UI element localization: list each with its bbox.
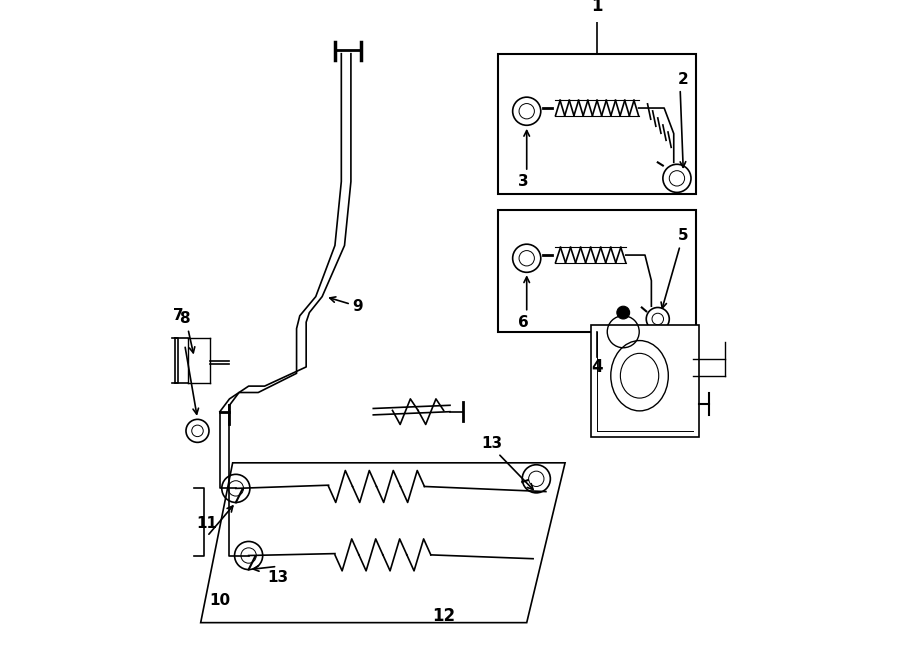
Text: 8: 8 <box>179 311 190 327</box>
Text: 9: 9 <box>352 299 363 314</box>
Text: 1: 1 <box>591 0 603 15</box>
Text: 13: 13 <box>481 436 502 451</box>
Bar <box>498 54 696 194</box>
Text: 3: 3 <box>518 174 529 189</box>
Bar <box>590 325 699 438</box>
Circle shape <box>616 306 630 319</box>
Text: 7: 7 <box>173 308 184 323</box>
Polygon shape <box>201 463 565 623</box>
Text: 11: 11 <box>196 516 218 531</box>
Text: 12: 12 <box>432 607 455 625</box>
Text: 4: 4 <box>591 358 603 376</box>
Text: 5: 5 <box>678 229 688 243</box>
Text: 10: 10 <box>210 593 230 607</box>
Text: 2: 2 <box>678 72 688 87</box>
Text: 6: 6 <box>518 315 529 330</box>
Bar <box>498 210 696 332</box>
Text: 13: 13 <box>266 570 288 586</box>
